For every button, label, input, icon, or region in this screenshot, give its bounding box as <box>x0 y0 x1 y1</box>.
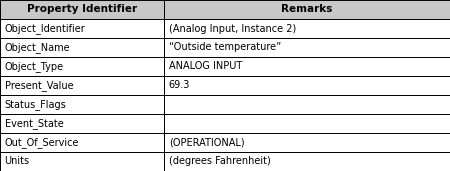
Bar <box>164 0 450 19</box>
Bar <box>164 57 450 76</box>
Bar <box>0 19 164 38</box>
Bar <box>0 114 164 133</box>
Text: Event_State: Event_State <box>4 118 63 129</box>
Bar <box>0 76 164 95</box>
Text: “Outside temperature”: “Outside temperature” <box>169 43 281 52</box>
Text: Out_Of_Service: Out_Of_Service <box>4 137 79 148</box>
Text: Object_Name: Object_Name <box>4 42 70 53</box>
Text: (Analog Input, Instance 2): (Analog Input, Instance 2) <box>169 23 296 34</box>
Bar <box>0 152 164 171</box>
Bar <box>164 19 450 38</box>
Text: Object_Identifier: Object_Identifier <box>4 23 85 34</box>
Text: Status_Flags: Status_Flags <box>4 99 66 110</box>
Bar <box>164 95 450 114</box>
Bar <box>0 38 164 57</box>
Bar <box>0 95 164 114</box>
Text: ANALOG INPUT: ANALOG INPUT <box>169 62 242 71</box>
Text: Remarks: Remarks <box>281 4 333 15</box>
Text: Units: Units <box>4 156 30 167</box>
Bar <box>164 152 450 171</box>
Text: Object_Type: Object_Type <box>4 61 63 72</box>
Bar <box>164 114 450 133</box>
Bar <box>164 133 450 152</box>
Bar <box>0 133 164 152</box>
Text: Present_Value: Present_Value <box>4 80 73 91</box>
Text: (OPERATIONAL): (OPERATIONAL) <box>169 137 244 148</box>
Bar <box>0 0 164 19</box>
Text: 69.3: 69.3 <box>169 81 190 90</box>
Bar <box>164 38 450 57</box>
Bar <box>0 57 164 76</box>
Text: (degrees Fahrenheit): (degrees Fahrenheit) <box>169 156 270 167</box>
Bar <box>164 76 450 95</box>
Text: Property Identifier: Property Identifier <box>27 4 137 15</box>
